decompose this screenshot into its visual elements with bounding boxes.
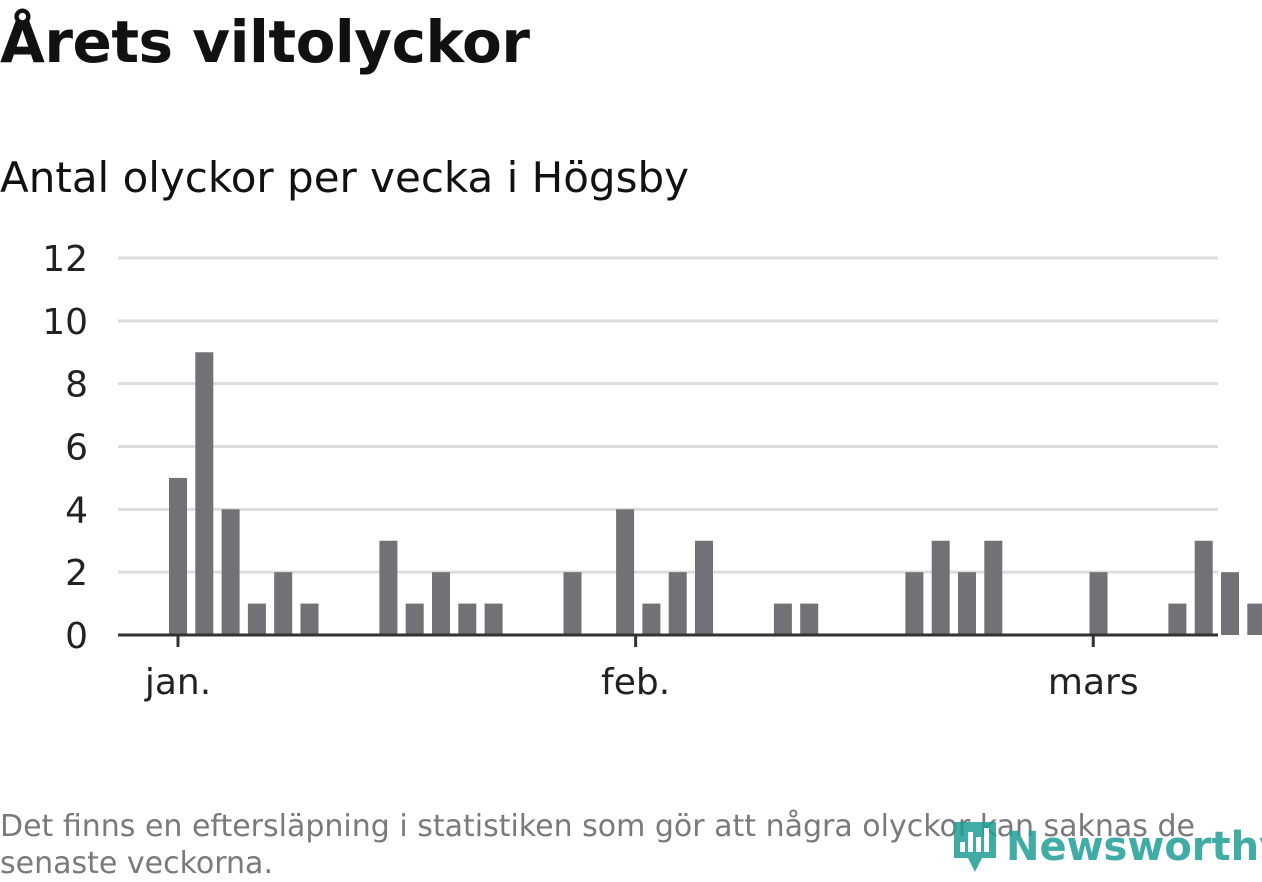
grid-lines bbox=[118, 256, 1218, 574]
y-tick-label: 0 bbox=[65, 616, 88, 657]
logo-text: Newsworthy bbox=[1006, 824, 1262, 870]
bar bbox=[1168, 603, 1187, 635]
x-tick-label: mars bbox=[1048, 662, 1139, 703]
bar bbox=[931, 540, 950, 635]
bar bbox=[1194, 540, 1213, 635]
bar-chart-pin-icon bbox=[954, 822, 996, 872]
bar bbox=[300, 603, 319, 635]
bar bbox=[695, 540, 713, 635]
bar bbox=[1221, 572, 1239, 635]
bar bbox=[800, 603, 819, 635]
bar bbox=[563, 572, 582, 635]
bars bbox=[169, 352, 1262, 635]
bar bbox=[1247, 603, 1262, 635]
newsworthy-logo: Newsworthy bbox=[950, 818, 1262, 876]
bar bbox=[958, 572, 976, 635]
bar bbox=[247, 603, 266, 635]
bar bbox=[379, 540, 398, 635]
bar bbox=[484, 603, 503, 635]
x-tick-labels: jan.feb.marsapr.majjunijuliaug.sep. bbox=[144, 635, 1139, 703]
bar bbox=[274, 572, 293, 635]
chart-subtitle: Antal olyckor per vecka i Högsby bbox=[0, 153, 689, 202]
bar bbox=[984, 540, 1003, 635]
bar bbox=[195, 352, 214, 635]
bar bbox=[773, 603, 792, 635]
y-tick-label: 12 bbox=[42, 239, 88, 280]
bar bbox=[405, 603, 424, 635]
y-tick-label: 4 bbox=[65, 490, 88, 531]
bar bbox=[668, 572, 687, 635]
bar bbox=[221, 509, 240, 635]
bar bbox=[642, 603, 661, 635]
bar bbox=[1089, 572, 1108, 635]
bar bbox=[905, 572, 924, 635]
bar bbox=[616, 509, 635, 635]
x-tick-label: jan. bbox=[144, 662, 211, 703]
y-tick-label: 2 bbox=[65, 553, 88, 594]
y-tick-label: 10 bbox=[42, 302, 88, 343]
chart-title: Årets viltolyckor bbox=[0, 8, 530, 76]
bar bbox=[458, 603, 477, 635]
bar bbox=[169, 477, 187, 635]
y-tick-label: 6 bbox=[65, 428, 88, 469]
bar bbox=[432, 572, 450, 635]
y-tick-label: 8 bbox=[65, 365, 88, 406]
y-tick-labels: 0 2 4 6 8 10 12 bbox=[42, 239, 88, 657]
x-tick-label: feb. bbox=[601, 662, 670, 703]
